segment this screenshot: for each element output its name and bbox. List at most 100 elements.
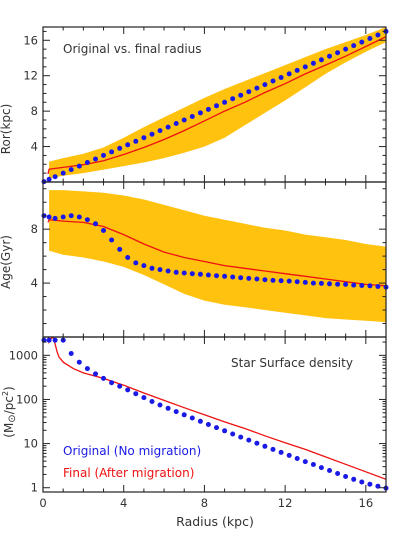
radius-original-point bbox=[351, 43, 357, 49]
density-original-point bbox=[197, 418, 203, 424]
age-original-point bbox=[294, 279, 300, 285]
radius-ytick-label: 12 bbox=[23, 69, 38, 83]
radius-original-point bbox=[286, 71, 292, 77]
age-original-point bbox=[117, 246, 123, 252]
density-ytick-label: 100 bbox=[16, 392, 38, 406]
radius-original-point bbox=[254, 85, 260, 91]
age-original-point bbox=[335, 281, 341, 287]
density-original-point bbox=[46, 337, 52, 343]
radius-original-point bbox=[149, 131, 155, 137]
age-original-point bbox=[246, 275, 252, 281]
age-original-point bbox=[60, 214, 66, 220]
x-tick-label: 4 bbox=[120, 496, 127, 510]
x-tick-label: 0 bbox=[39, 496, 46, 510]
age-final-line bbox=[47, 219, 386, 287]
age-original-point bbox=[197, 271, 203, 277]
density-original-point bbox=[165, 405, 171, 411]
age-original-point bbox=[157, 267, 163, 273]
age-ytick-label: 4 bbox=[31, 276, 38, 290]
age-original-point bbox=[238, 275, 244, 281]
density-original-point bbox=[101, 375, 106, 381]
radius-original-point bbox=[205, 106, 211, 112]
radius-original-point bbox=[141, 135, 147, 141]
radius-original-point bbox=[52, 174, 58, 180]
density-original-point bbox=[149, 399, 155, 404]
density-original-point bbox=[181, 412, 187, 418]
density-original-point bbox=[343, 474, 349, 479]
density-original-point bbox=[173, 409, 179, 415]
radius-original-point bbox=[278, 75, 284, 80]
density-original-point bbox=[238, 434, 244, 440]
density-original-point bbox=[335, 471, 341, 476]
age-original-point bbox=[230, 274, 236, 280]
density-original-point bbox=[68, 351, 74, 356]
radius-original-point bbox=[367, 36, 373, 41]
age-original-point bbox=[189, 271, 195, 277]
radius-original-point bbox=[125, 142, 131, 148]
age-original-point bbox=[109, 237, 115, 243]
radius-original-point bbox=[270, 78, 276, 84]
density-original-point bbox=[222, 428, 228, 434]
panel-density-annotation: Star Surface density bbox=[231, 356, 353, 370]
age-original-point bbox=[278, 278, 284, 284]
radius-original-point bbox=[68, 167, 74, 173]
ylabel-open: (M bbox=[2, 423, 16, 438]
age-original-point bbox=[52, 215, 58, 221]
age-original-point bbox=[165, 268, 171, 274]
age-original-point bbox=[262, 277, 268, 283]
density-original-point bbox=[141, 395, 147, 401]
radius-original-point bbox=[327, 53, 332, 59]
age-original-point bbox=[76, 214, 82, 220]
radius-original-point bbox=[302, 64, 308, 70]
age-original-point bbox=[205, 272, 211, 278]
radius-original-point bbox=[101, 152, 106, 158]
x-tick-label: 8 bbox=[201, 496, 208, 510]
x-tick-label: 16 bbox=[359, 496, 374, 510]
radius-original-point bbox=[214, 103, 219, 109]
density-original-point bbox=[109, 380, 115, 386]
radius-ytick-label: 16 bbox=[23, 33, 38, 47]
density-ytick-label: 10 bbox=[23, 437, 38, 451]
radius-original-point bbox=[117, 145, 123, 151]
radius-final-line bbox=[47, 36, 386, 175]
radius-original-point bbox=[133, 138, 139, 144]
density-original-point bbox=[367, 481, 373, 487]
density-original-point bbox=[157, 402, 163, 408]
ylabel-superscript: 2 bbox=[1, 391, 10, 396]
density-original-point bbox=[302, 459, 308, 465]
panel-density: 1 10 100 1000 0 4 8 12 16 Star Surface density (… bbox=[1, 336, 389, 529]
radius-original-point bbox=[359, 39, 365, 45]
age-original-point bbox=[93, 221, 98, 227]
age-original-point bbox=[318, 280, 324, 286]
density-original-point bbox=[125, 387, 131, 393]
radius-original-point bbox=[246, 89, 252, 95]
age-original-point bbox=[222, 273, 228, 279]
density-original-point bbox=[133, 391, 139, 397]
age-original-point bbox=[46, 214, 52, 220]
radius-original-point bbox=[197, 110, 203, 116]
radius-original-point bbox=[109, 149, 115, 155]
density-original-point bbox=[294, 456, 300, 461]
radius-original-point bbox=[222, 99, 228, 105]
panel-density-ylabel: (M⊙/pc2) bbox=[1, 386, 18, 437]
density-original-point bbox=[270, 446, 276, 452]
density-final-line bbox=[47, 337, 386, 480]
radius-original-point bbox=[310, 60, 316, 66]
density-original-point bbox=[230, 431, 236, 437]
density-original-point bbox=[278, 449, 284, 455]
density-original-point bbox=[52, 337, 58, 343]
density-original-point bbox=[254, 440, 260, 446]
panel-age: 4 8 Age(Gyr) bbox=[0, 181, 389, 338]
radius-ytick-label: 4 bbox=[31, 140, 38, 154]
age-original-point bbox=[359, 283, 365, 288]
density-original-point bbox=[76, 359, 82, 365]
age-original-point bbox=[270, 277, 276, 283]
density-original-point bbox=[351, 476, 357, 482]
density-original-point bbox=[359, 479, 365, 485]
x-tick-label: 12 bbox=[278, 496, 293, 510]
ylabel-close: ) bbox=[2, 386, 16, 391]
density-original-point bbox=[310, 462, 316, 467]
radius-spread-band bbox=[49, 27, 386, 179]
age-original-point bbox=[254, 276, 260, 282]
age-spread-band bbox=[49, 190, 386, 323]
